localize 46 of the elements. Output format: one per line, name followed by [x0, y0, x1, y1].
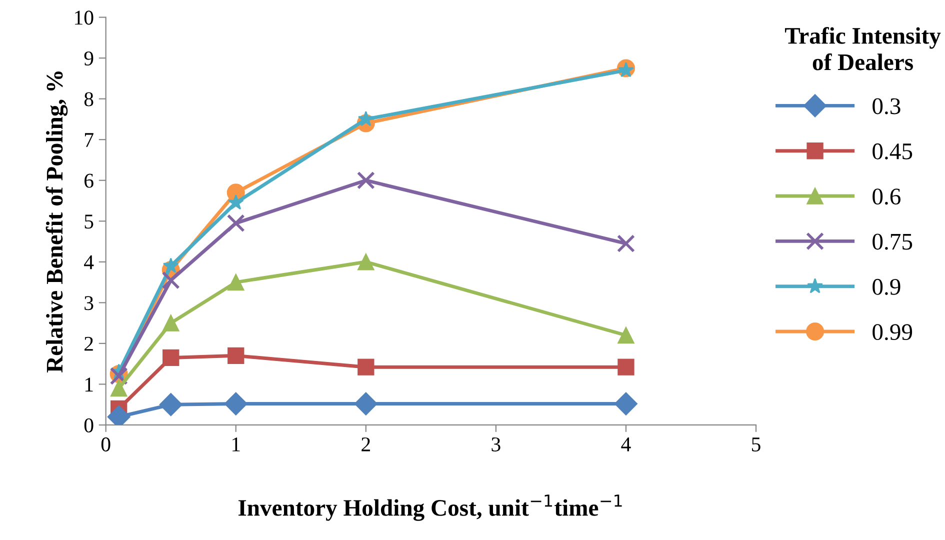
legend-label: 0.99 [872, 324, 912, 340]
y-tick-label: 6 [84, 174, 94, 188]
point [354, 392, 378, 416]
legend-label: 0.3 [872, 98, 900, 114]
point [228, 347, 244, 364]
point [358, 358, 374, 376]
y-tick-label: 8 [84, 92, 94, 106]
y-tick-label: 7 [84, 133, 94, 147]
point [358, 254, 374, 270]
point [226, 214, 245, 232]
point [162, 349, 180, 366]
legend-label: 0.6 [872, 188, 901, 205]
x-tick-label: 5 [752, 438, 760, 452]
x-tick-label: 3 [492, 437, 500, 452]
y-tick-label: 4 [84, 255, 94, 270]
y-tick-label: 1 [85, 378, 93, 392]
point [356, 171, 375, 190]
point [224, 392, 248, 416]
y-tick-label: 2 [84, 336, 93, 351]
point [614, 392, 638, 416]
point [162, 314, 180, 332]
point [110, 380, 128, 397]
legend-label: 0.75 [872, 234, 912, 250]
x-tick-label: 2 [362, 437, 370, 452]
legend-title: Trafic Intensity of Dealers [785, 27, 941, 70]
point [228, 274, 244, 291]
y-tick-label: 9 [84, 51, 94, 66]
point [618, 326, 634, 344]
legend-label: 0.45 [872, 143, 912, 160]
point [618, 358, 634, 376]
x-tick-label: 1 [232, 437, 240, 452]
point [159, 393, 182, 416]
x-tick-label: 0 [101, 437, 110, 452]
point [228, 194, 244, 210]
point [358, 110, 374, 126]
point [162, 258, 179, 273]
point [616, 234, 635, 253]
x-tick-label: 4 [621, 438, 631, 452]
y-tick-label: 10 [75, 10, 94, 25]
y-axis-title: Relative Benefit of Pooling, % [46, 72, 68, 373]
x-axis-title: Inventory Holding Cost, unit$^{−1}$time$^{−1}$ [238, 494, 622, 521]
y-tick-label: 0 [84, 418, 94, 432]
y-tick-label: 3 [84, 296, 94, 310]
point [162, 271, 180, 290]
y-tick-label: 5 [84, 214, 94, 229]
legend-label: 0.9 [872, 278, 900, 295]
